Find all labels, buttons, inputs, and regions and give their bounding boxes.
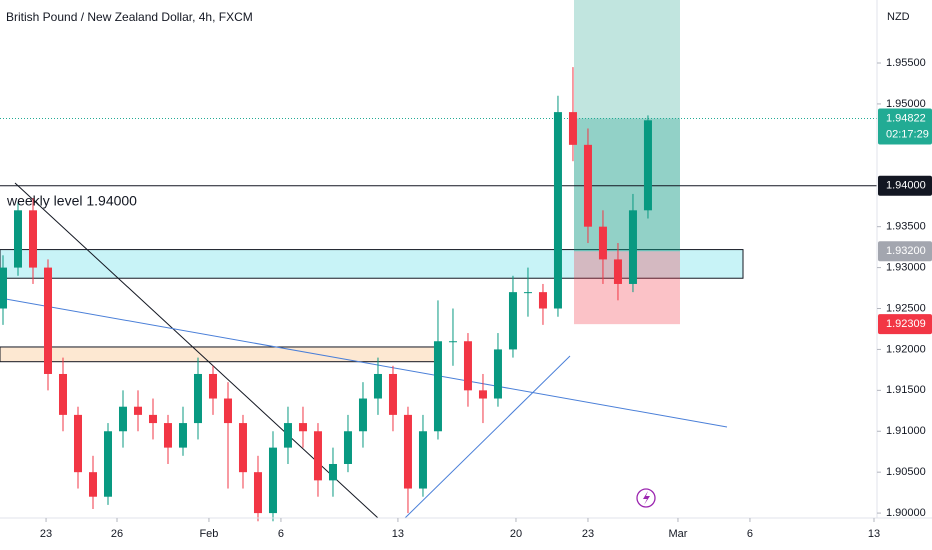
candle-body <box>208 373 217 399</box>
candle-body <box>418 431 427 489</box>
candle-body <box>133 406 142 415</box>
x-tick-label: 13 <box>868 528 880 540</box>
trend-line <box>404 355 571 519</box>
candle-body <box>643 120 652 211</box>
candle-body <box>163 423 172 448</box>
candle-body <box>103 431 112 497</box>
x-tick-label: 23 <box>582 528 594 540</box>
position-box <box>574 0 680 325</box>
y-tick-label: 1.93000 <box>886 261 926 273</box>
price-label: 1.93200 <box>886 245 926 257</box>
trend-line <box>0 297 728 428</box>
price-label: 1.92309 <box>886 318 926 330</box>
stop-area <box>574 251 680 325</box>
candle-body <box>388 373 397 415</box>
candle-body <box>343 431 352 464</box>
x-tick-label: Mar <box>668 528 687 540</box>
candle-body <box>628 210 637 284</box>
y-tick-label: 1.91000 <box>886 425 926 437</box>
candle-body <box>58 373 67 415</box>
candle-body <box>463 341 472 391</box>
candle-body <box>88 472 97 497</box>
chart-title: British Pound / New Zealand Dollar, 4h, … <box>6 10 253 24</box>
price-label: 1.94000 <box>886 180 926 192</box>
candle-body <box>298 423 307 432</box>
candle-body <box>433 341 442 432</box>
currency: NZD <box>887 11 910 23</box>
candle-body <box>313 431 322 481</box>
candle-body <box>28 210 37 268</box>
candle-body <box>568 112 577 145</box>
candle-body <box>598 226 607 260</box>
x-tick-label: 6 <box>747 528 753 540</box>
candle-body <box>478 390 487 399</box>
candle-body <box>523 292 532 294</box>
candle-body <box>403 414 412 489</box>
price-label-box <box>878 241 932 262</box>
axes: 1.90000 1.90500 1.91000 1.91500 1.92000 1.925… <box>40 57 932 540</box>
candle-body <box>148 414 157 424</box>
y-tick-label: 1.90000 <box>886 507 926 519</box>
candle-body <box>238 423 247 473</box>
y-tick-label: 1.91500 <box>886 384 926 396</box>
x-tick-label: 23 <box>40 528 52 540</box>
x-tick-label: 6 <box>278 528 284 540</box>
x-tick-label: 20 <box>510 528 522 540</box>
price-label: 1.94822 <box>886 112 926 124</box>
candle-body <box>193 373 202 424</box>
event-icon[interactable] <box>643 491 650 505</box>
x-tick-label: 13 <box>392 528 404 540</box>
y-tick-label: 1.93500 <box>886 221 926 233</box>
y-tick-label: 1.92000 <box>886 343 926 355</box>
candle-body <box>118 406 127 432</box>
zone <box>0 346 441 363</box>
price-label-box <box>878 314 932 335</box>
candle-body <box>73 414 82 473</box>
event-icon[interactable] <box>636 488 656 508</box>
price-label-box <box>878 108 932 145</box>
candle-body <box>328 463 337 481</box>
candle-body <box>538 292 547 309</box>
candle-body <box>268 447 277 514</box>
y-tick-label: 1.95500 <box>886 57 926 69</box>
x-tick-label: 26 <box>111 528 123 540</box>
candle-body <box>583 144 592 227</box>
candle-body <box>358 398 367 432</box>
y-tick-label: 1.90500 <box>886 466 926 478</box>
candle-body <box>613 259 622 284</box>
candle-body <box>13 210 22 268</box>
candle-body <box>373 373 382 399</box>
candle-body <box>508 292 517 350</box>
plot <box>0 67 877 522</box>
candle-body <box>253 472 262 514</box>
candle-body <box>283 423 292 448</box>
x-tick-label: Feb <box>199 528 218 540</box>
candle-body <box>223 398 232 424</box>
annotation: weekly level 1.94000 <box>6 193 137 209</box>
candle-body <box>553 112 562 309</box>
price-label-box <box>878 175 932 196</box>
candle-body <box>43 267 52 374</box>
y-tick-label: 1.92500 <box>886 302 926 314</box>
candle-body <box>493 349 502 399</box>
candle-body <box>178 423 187 448</box>
y-tick-label: 1.95000 <box>886 98 926 110</box>
countdown: 02:17:29 <box>886 128 929 140</box>
candle-body <box>0 267 7 309</box>
candle-body <box>448 341 457 343</box>
